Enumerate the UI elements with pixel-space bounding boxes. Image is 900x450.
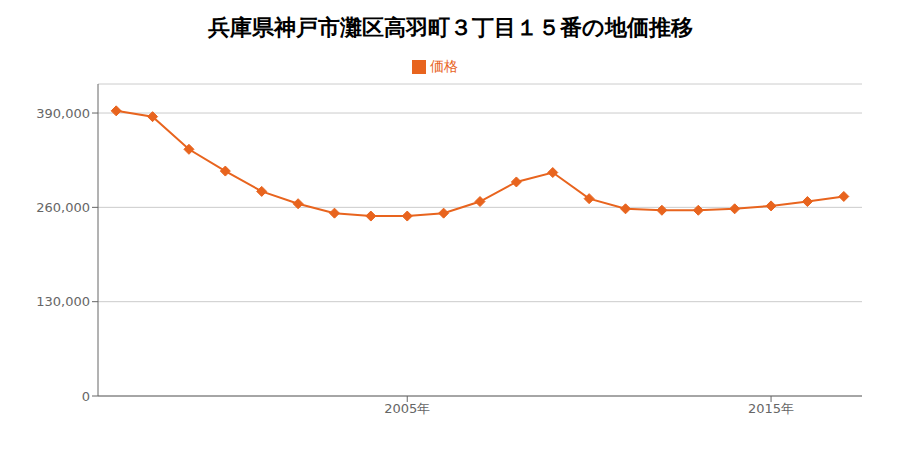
html-text:兵庫県神戸市灘区高羽町３丁目１５番の地価推移: 兵庫県神戸市灘区高羽町３丁目１５番の地価推移 xyxy=(207,15,693,40)
svg-text:260,000: 260,000 xyxy=(36,200,90,215)
svg-text:2015年: 2015年 xyxy=(748,401,794,416)
svg-text:390,000: 390,000 xyxy=(36,106,90,121)
svg-text:0: 0 xyxy=(82,389,90,404)
svg-text:2005年: 2005年 xyxy=(384,401,430,416)
svg-text:130,000: 130,000 xyxy=(36,294,90,309)
html-text:価格: 価格 xyxy=(430,58,458,74)
